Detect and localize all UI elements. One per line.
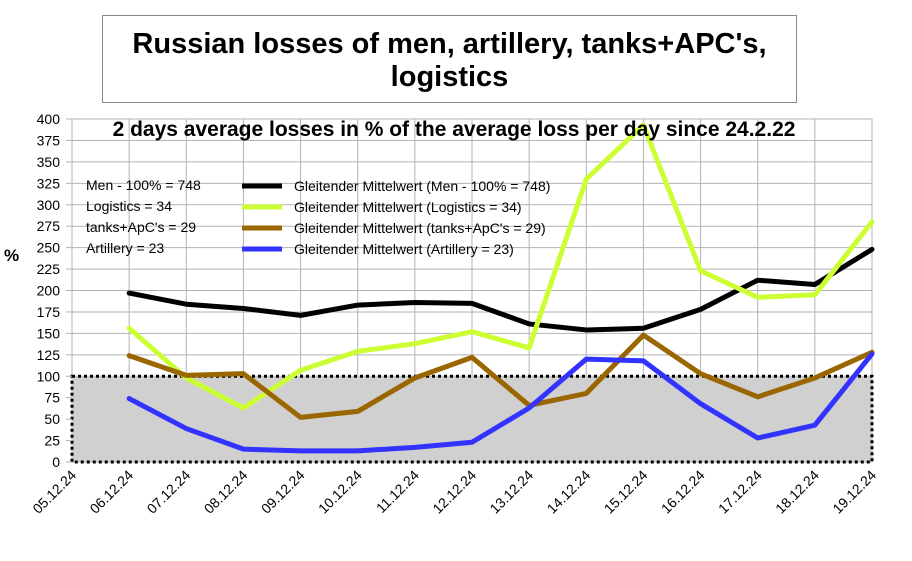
legend-series-name: Gleitender Mittelwert (tanks+ApC's = 29) bbox=[294, 220, 546, 236]
legend-series-name: Gleitender Mittelwert (Men - 100% = 748) bbox=[294, 178, 550, 194]
y-tick-label: 25 bbox=[44, 433, 60, 449]
legend: Men - 100% = 748 Logistics = 34 tanks+ApC'… bbox=[86, 177, 550, 257]
y-tick-label: 225 bbox=[37, 261, 61, 277]
chart-title-box: Russian losses of men, artillery, tanks+… bbox=[102, 15, 797, 103]
x-tick-label: 08.12.24 bbox=[201, 467, 251, 517]
y-tick-label: 275 bbox=[37, 218, 61, 234]
legend-label: Logistics = 34 bbox=[86, 198, 172, 214]
x-tick-label: 09.12.24 bbox=[258, 467, 308, 517]
y-tick-label: 75 bbox=[44, 390, 60, 406]
x-tick-label: 11.12.24 bbox=[373, 467, 422, 516]
x-tick-label: 05.12.24 bbox=[29, 467, 79, 517]
series-line bbox=[126, 351, 875, 454]
x-tick-label: 19.12.24 bbox=[829, 467, 879, 517]
y-tick-label: 200 bbox=[37, 283, 61, 299]
chart-subtitle: 2 days average losses in % of the averag… bbox=[112, 118, 796, 141]
y-tick-label: 50 bbox=[44, 411, 60, 427]
chart-title: Russian losses of men, artillery, tanks+… bbox=[132, 28, 767, 93]
y-tick-label: 125 bbox=[37, 347, 61, 363]
series-line bbox=[126, 332, 875, 420]
x-tick-label: 15.12.24 bbox=[601, 467, 651, 517]
x-tick-label: 10.12.24 bbox=[315, 467, 365, 517]
y-tick-label: 0 bbox=[52, 454, 60, 470]
x-tick-label: 18.12.24 bbox=[772, 467, 822, 517]
legend-series-name: Gleitender Mittelwert (Artillery = 23) bbox=[294, 241, 514, 257]
legend-label: Artillery = 23 bbox=[86, 240, 164, 256]
series-line bbox=[126, 122, 875, 411]
y-tick-label: 375 bbox=[37, 132, 61, 148]
x-tick-label: 06.12.24 bbox=[86, 467, 136, 517]
y-axis-ticks: 0 25 50 75 100 125 150 175 200 225 250 275 300 325 350… bbox=[37, 111, 72, 470]
legend-series-name: Gleitender Mittelwert (Logistics = 34) bbox=[294, 199, 522, 215]
x-tick-label: 14.12.24 bbox=[544, 467, 594, 517]
baseline-band bbox=[70, 374, 874, 464]
y-axis-label: % bbox=[4, 246, 20, 265]
x-tick-label: 17.12.24 bbox=[715, 467, 765, 517]
x-tick-label: 16.12.24 bbox=[658, 467, 708, 517]
x-tick-label: 12.12.24 bbox=[429, 467, 479, 517]
y-tick-label: 350 bbox=[37, 154, 61, 170]
y-tick-label: 400 bbox=[37, 111, 61, 127]
y-tick-label: 250 bbox=[37, 240, 61, 256]
y-tick-label: 300 bbox=[37, 197, 61, 213]
legend-label: Men - 100% = 748 bbox=[86, 177, 201, 193]
legend-label: tanks+ApC's = 29 bbox=[86, 219, 196, 235]
y-tick-label: 175 bbox=[37, 304, 61, 320]
y-tick-label: 150 bbox=[37, 325, 61, 341]
y-tick-label: 325 bbox=[37, 175, 61, 191]
x-tick-label: 07.12.24 bbox=[144, 467, 194, 517]
y-tick-label: 100 bbox=[37, 368, 61, 384]
x-tick-label: 13.12.24 bbox=[486, 467, 536, 517]
series-line bbox=[126, 246, 875, 333]
series-lines bbox=[126, 122, 875, 454]
x-axis-ticks: 05.12.24 06.12.24 07.12.24 08.12.24 09.12.24… bbox=[29, 467, 879, 517]
